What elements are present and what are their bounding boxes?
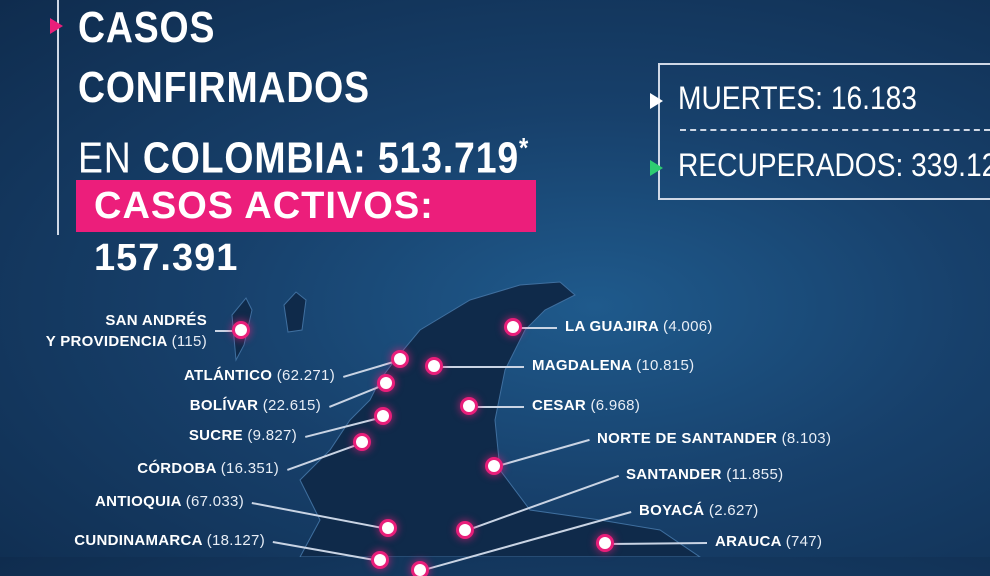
- department-count: (747): [785, 533, 823, 550]
- mainland: [299, 281, 701, 557]
- leader-line: [215, 330, 241, 332]
- department-count: (18.127): [206, 532, 265, 549]
- location-dot-icon: [459, 524, 471, 536]
- location-dot-icon: [377, 410, 389, 422]
- department-name: SANTANDER: [626, 466, 722, 483]
- location-dot-icon: [380, 377, 392, 389]
- department-name: CESAR: [532, 397, 587, 414]
- asterisk: *: [519, 132, 530, 163]
- title-line2: CONFIRMADOS: [78, 63, 370, 112]
- department-label: ANTIOQUIA (67.033): [95, 493, 244, 510]
- location-dot-icon: [507, 321, 519, 333]
- leader-line: [469, 406, 524, 408]
- location-dot-icon: [356, 436, 368, 448]
- location-dot-icon: [463, 400, 475, 412]
- department-count: (9.827): [247, 427, 297, 444]
- department-name: ANTIOQUIA: [94, 493, 182, 510]
- department-label: LA GUAJIRA (4.006): [565, 318, 713, 335]
- department-label: ARAUCA (747): [715, 533, 822, 550]
- department-label: BOLÍVAR (22.615): [190, 397, 321, 414]
- location-dot-icon: [382, 522, 394, 534]
- department-count: (8.103): [781, 430, 832, 447]
- department-label: CUNDINAMARCA (18.127): [74, 532, 265, 549]
- location-dot-icon: [599, 537, 611, 549]
- department-count: (67.033): [185, 493, 244, 510]
- colombia-map: [231, 281, 701, 557]
- department-count: (16.351): [220, 460, 279, 477]
- green-triangle-icon: [650, 160, 663, 176]
- department-label: ATLÁNTICO (62.271): [184, 367, 335, 384]
- department-count: (6.968): [590, 397, 641, 414]
- department-label: NORTE DE SANTANDER (8.103): [597, 430, 831, 447]
- department-count: (22.615): [262, 397, 321, 414]
- department-label: BOYACÁ (2.627): [639, 502, 759, 519]
- department-count: (115): [171, 333, 207, 350]
- recovered-stat: RECUPERADOS: 339.124: [678, 147, 990, 183]
- department-name: SUCRE: [188, 427, 243, 444]
- department-name: SAN ANDRÉS Y PROVIDENCIA: [45, 312, 207, 350]
- department-label: SANTANDER (11.855): [626, 466, 783, 483]
- department-count: (11.855): [726, 466, 784, 483]
- department-name: NORTE DE SANTANDER: [597, 430, 778, 447]
- department-count: (2.627): [708, 502, 759, 519]
- department-label: SUCRE (9.827): [189, 427, 297, 444]
- active-cases-banner: CASOS ACTIVOS: 157.391: [76, 180, 536, 279]
- title-line1: CASOS: [78, 3, 216, 52]
- department-label: MAGDALENA (10.815): [532, 357, 694, 374]
- title-prefix: EN: [78, 133, 132, 183]
- department-label: CESAR (6.968): [532, 397, 640, 414]
- location-dot-icon: [394, 353, 406, 365]
- department-name: ATLÁNTICO: [184, 367, 273, 384]
- leader-line: [434, 366, 524, 368]
- providencia-island: [283, 291, 307, 333]
- stats-box: [658, 63, 990, 200]
- title-line3: EN COLOMBIA: 513.719*: [78, 124, 529, 183]
- location-dot-icon: [428, 360, 440, 372]
- department-name: MAGDALENA: [532, 357, 632, 374]
- divider-line: [57, 0, 59, 235]
- total-cases: 513.719: [377, 133, 520, 183]
- department-name: BOLÍVAR: [189, 397, 259, 414]
- department-label: CÓRDOBA (16.351): [137, 460, 279, 477]
- location-dot-icon: [414, 564, 426, 576]
- department-name: LA GUAJIRA: [565, 318, 659, 335]
- title-country: COLOMBIA:: [142, 133, 367, 183]
- department-count: (10.815): [636, 357, 695, 374]
- location-dot-icon: [235, 324, 247, 336]
- white-triangle-icon: [650, 93, 663, 109]
- department-label: SAN ANDRÉS Y PROVIDENCIA (115): [46, 310, 207, 352]
- location-dot-icon: [374, 554, 386, 566]
- department-name: CÓRDOBA: [137, 460, 217, 477]
- location-dot-icon: [488, 460, 500, 472]
- department-count: (4.006): [663, 318, 713, 335]
- leader-line: [513, 327, 557, 329]
- deaths-stat: MUERTES: 16.183: [678, 80, 917, 116]
- dashed-divider: [680, 129, 990, 131]
- department-name: CUNDINAMARCA: [74, 532, 203, 549]
- department-name: BOYACÁ: [639, 502, 705, 519]
- triangle-marker-icon: [50, 18, 63, 34]
- department-name: ARAUCA: [715, 533, 782, 550]
- department-count: (62.271): [276, 367, 335, 384]
